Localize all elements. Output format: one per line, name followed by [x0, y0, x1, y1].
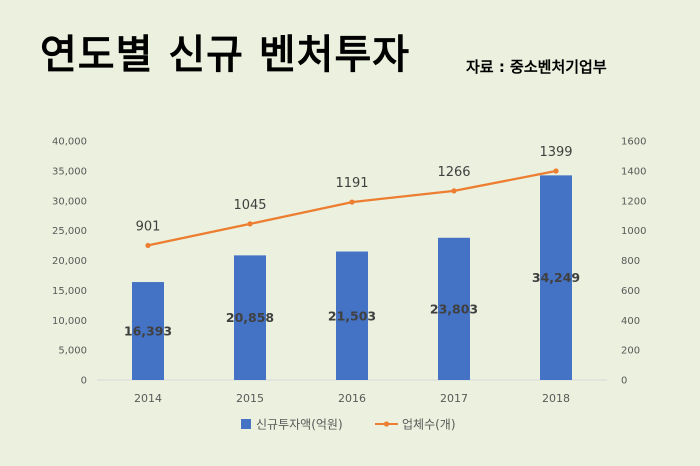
line-value-label: 901 — [136, 219, 161, 234]
bar-value-label: 21,503 — [328, 308, 376, 323]
left-tick-label: 15,000 — [52, 286, 87, 297]
line-point-2014 — [145, 242, 151, 249]
right-tick-label: 200 — [621, 346, 640, 357]
bar-value-label: 34,249 — [532, 270, 580, 285]
right-tick-label: 1200 — [621, 196, 646, 207]
left-tick-label: 30,000 — [52, 196, 87, 207]
x-tick-label: 2018 — [542, 392, 570, 405]
right-tick-label: 400 — [621, 316, 640, 327]
right-tick-label: 1400 — [621, 166, 646, 177]
bar-value-label: 16,393 — [124, 324, 172, 339]
right-tick-label: 800 — [621, 256, 640, 267]
source-note: 자료 : 중소벤처기업부 — [466, 58, 607, 76]
left-tick-label: 35,000 — [52, 166, 87, 177]
legend-line-marker — [383, 421, 390, 427]
x-tick-label: 2014 — [134, 392, 162, 405]
left-tick-label: 10,000 — [52, 316, 87, 327]
right-tick-label: 600 — [621, 286, 640, 297]
line-point-2015 — [247, 221, 253, 227]
legend-bar-swatch — [241, 419, 251, 429]
right-axis: 0 200 400 600 800 1000 1200 1400 1600 — [621, 137, 646, 387]
bars: 16,393 20,858 21,503 23,803 34,249 — [124, 175, 580, 380]
line-value-label: 1045 — [233, 198, 266, 213]
chart-title: 연도별 신규 벤처투자 — [40, 32, 411, 78]
left-tick-label: 25,000 — [52, 226, 87, 237]
left-tick-label: 0 — [81, 376, 87, 387]
right-tick-label: 0 — [621, 376, 627, 387]
left-axis: 0 5,000 10,000 15,000 20,000 25,000 30,000 35,0… — [52, 137, 87, 387]
legend-line-label: 업체수(개) — [402, 418, 456, 432]
right-tick-label: 1000 — [621, 226, 646, 237]
left-tick-label: 40,000 — [52, 137, 87, 148]
x-axis: 2014 2015 2016 2017 2018 — [134, 392, 570, 405]
left-tick-label: 20,000 — [52, 256, 87, 267]
line-point-2018 — [553, 168, 559, 174]
line-point-2016 — [349, 199, 355, 205]
left-tick-label: 5,000 — [58, 346, 87, 357]
bar-2018 — [540, 175, 572, 380]
bar-value-label: 23,803 — [430, 301, 478, 316]
x-tick-label: 2016 — [338, 392, 366, 405]
line-value-label: 1399 — [539, 145, 572, 160]
line-value-label: 1266 — [437, 165, 470, 180]
line-series: 901 1045 1191 1266 1399 — [136, 145, 573, 249]
bar-value-label: 20,858 — [226, 310, 274, 325]
legend-bar-label: 신규투자액(억원) — [256, 418, 343, 432]
line-value-label: 1191 — [335, 176, 368, 191]
right-tick-label: 1600 — [621, 137, 646, 148]
bar-2016 — [336, 251, 368, 380]
legend: 신규투자액(억원) 업체수(개) — [241, 418, 456, 432]
line-point-2017 — [451, 188, 457, 194]
bar-2017 — [438, 237, 470, 380]
bar-2015 — [234, 255, 266, 380]
x-tick-label: 2015 — [236, 392, 264, 405]
bar-2014 — [132, 282, 164, 380]
x-tick-label: 2017 — [440, 392, 468, 405]
